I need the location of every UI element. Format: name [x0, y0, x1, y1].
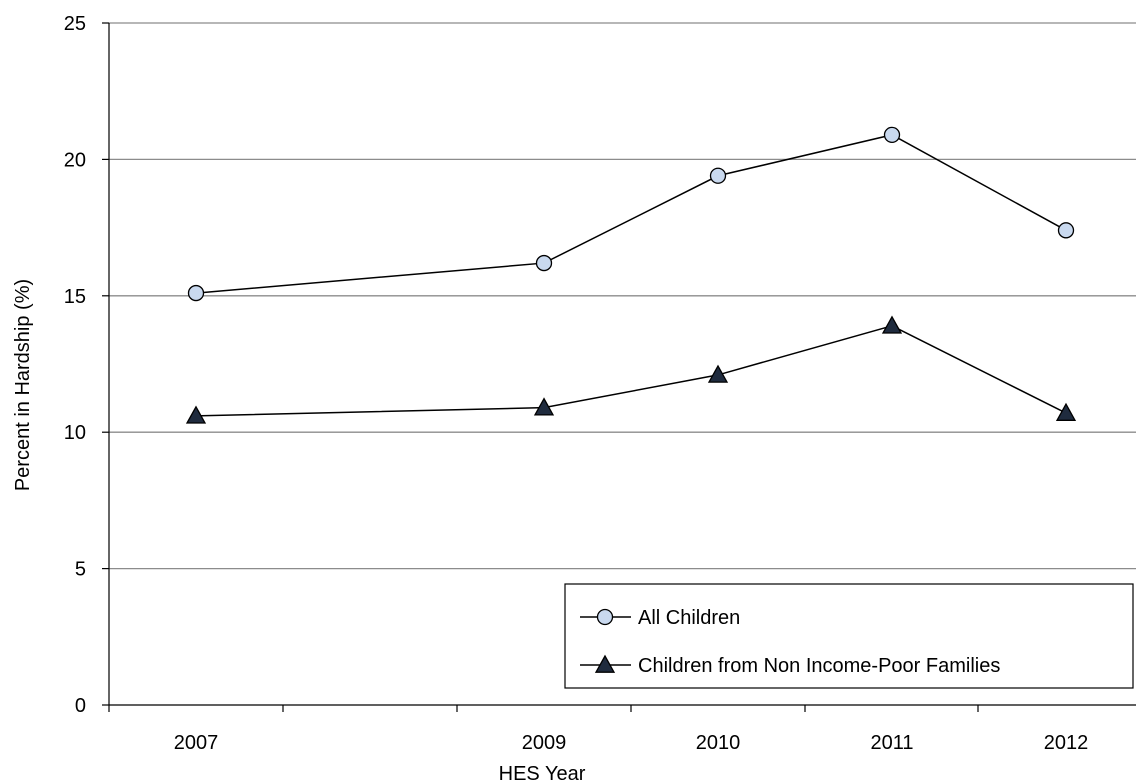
y-tick-label: 25: [64, 13, 86, 35]
legend-label: All Children: [638, 607, 740, 629]
x-tick-label: 2009: [522, 732, 567, 754]
x-tick-label: 2010: [696, 732, 741, 754]
y-tick-label: 0: [75, 695, 86, 717]
y-axis-title: Percent in Hardship (%): [12, 279, 34, 491]
data-point: [881, 315, 903, 334]
legend: All Children Children from Non Income-Poo…: [564, 583, 1134, 689]
y-tick-labels: 0 5 10 15 20 25: [64, 13, 86, 717]
series-line: [195, 325, 1067, 417]
y-tick-label: 10: [64, 422, 86, 444]
x-tick-label: 2007: [174, 732, 219, 754]
series-children-from-non-income-poor-families: [185, 315, 1077, 424]
data-point: [883, 126, 901, 143]
legend-box: [564, 583, 1134, 689]
data-point: [709, 167, 727, 184]
series-line: [195, 134, 1067, 294]
y-tick-label: 5: [75, 559, 86, 581]
series-all-children: [187, 126, 1075, 302]
legend-label: Children from Non Income-Poor Families: [638, 655, 1000, 677]
data-point: [594, 654, 616, 673]
series: [185, 126, 1077, 424]
gridlines: [109, 22, 1136, 570]
x-axis-title: HES Year: [499, 763, 586, 782]
data-point: [596, 608, 614, 626]
data-point: [187, 284, 205, 302]
y-tick-label: 20: [64, 149, 86, 171]
data-point: [1055, 402, 1077, 421]
data-point: [1057, 222, 1075, 239]
axes: [102, 22, 1136, 712]
data-point: [185, 405, 207, 424]
data-point: [707, 364, 729, 383]
data-point: [535, 254, 553, 272]
x-tick-label: 2011: [870, 732, 913, 754]
y-tick-label: 15: [64, 286, 86, 308]
x-tick-label: 2012: [1044, 732, 1089, 754]
data-point: [533, 397, 555, 416]
x-tick-labels: 2007 2009 2010 2011 2012: [174, 732, 1089, 754]
